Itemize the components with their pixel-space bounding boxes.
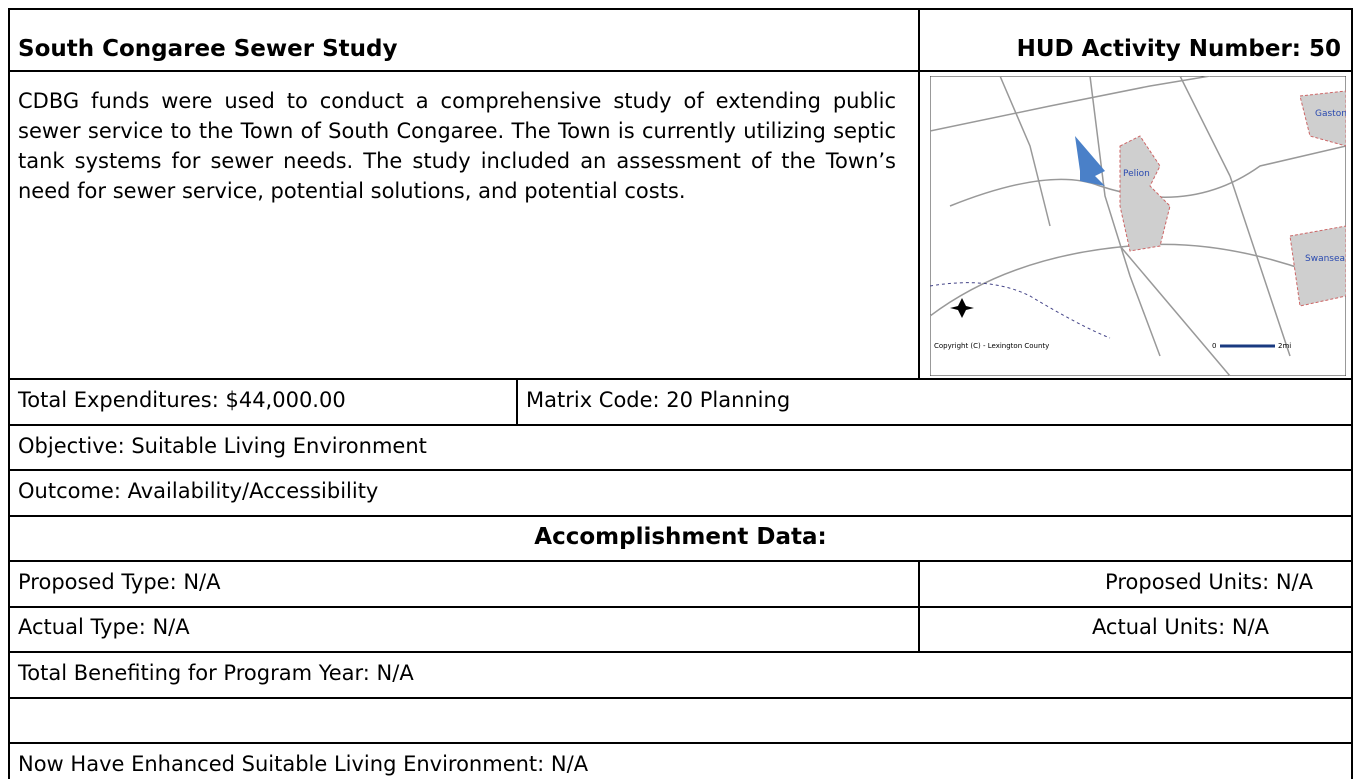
scale-label: 0	[1212, 342, 1216, 350]
row-line	[8, 742, 1353, 744]
row-line	[8, 515, 1353, 517]
compass	[950, 298, 974, 318]
row-line	[8, 469, 1353, 471]
field: Objective: Suitable Living Environment	[18, 434, 427, 458]
map-label: Pelion	[1123, 169, 1150, 179]
field: Actual Units: N/A	[1091, 615, 1269, 639]
description: CDBG funds were used to conduct a compre…	[18, 89, 896, 203]
arrow	[1075, 136, 1105, 186]
town-area	[1119, 135, 1171, 252]
roads	[930, 76, 1346, 376]
river	[930, 282, 1111, 339]
map-label: Gaston	[1315, 109, 1346, 119]
map-label: Swansea	[1305, 254, 1345, 264]
row-line	[8, 651, 1353, 653]
town-area	[1299, 90, 1346, 147]
town-area	[1289, 225, 1346, 307]
map: Pelion Gaston Swansea Copyright (C) - Le…	[930, 76, 1346, 376]
section-heading: Accomplishment Data:	[534, 524, 827, 550]
border	[8, 8, 10, 779]
row-line	[8, 424, 1353, 426]
field: Now Have Enhanced Suitable Living Enviro…	[18, 752, 589, 776]
row-line	[8, 560, 1353, 562]
field: Total Expenditures: $44,000.00	[18, 388, 346, 412]
row-line	[8, 70, 1353, 72]
row-line	[8, 606, 1353, 608]
title: South Congaree Sewer Study	[18, 36, 398, 62]
row-line	[8, 378, 1353, 380]
field: Matrix Code: 20 Planning	[526, 388, 791, 412]
border	[1351, 8, 1353, 779]
field: Total Benefiting for Program Year: N/A	[18, 661, 414, 685]
field: Actual Type: N/A	[18, 615, 190, 639]
map-copyright: Copyright (C) - Lexington County	[934, 342, 1049, 350]
field: Proposed Type: N/A	[18, 570, 221, 594]
col-line	[516, 378, 518, 424]
col-line	[918, 560, 920, 651]
field: Proposed Units: N/A	[1105, 570, 1313, 594]
col-line	[918, 8, 920, 378]
activity-number: HUD Activity Number: 50	[1016, 36, 1341, 62]
row-line	[8, 697, 1353, 699]
border	[8, 8, 1353, 10]
scale-label: 2mi	[1278, 342, 1291, 350]
field: Outcome: Availability/Accessibility	[18, 479, 379, 503]
